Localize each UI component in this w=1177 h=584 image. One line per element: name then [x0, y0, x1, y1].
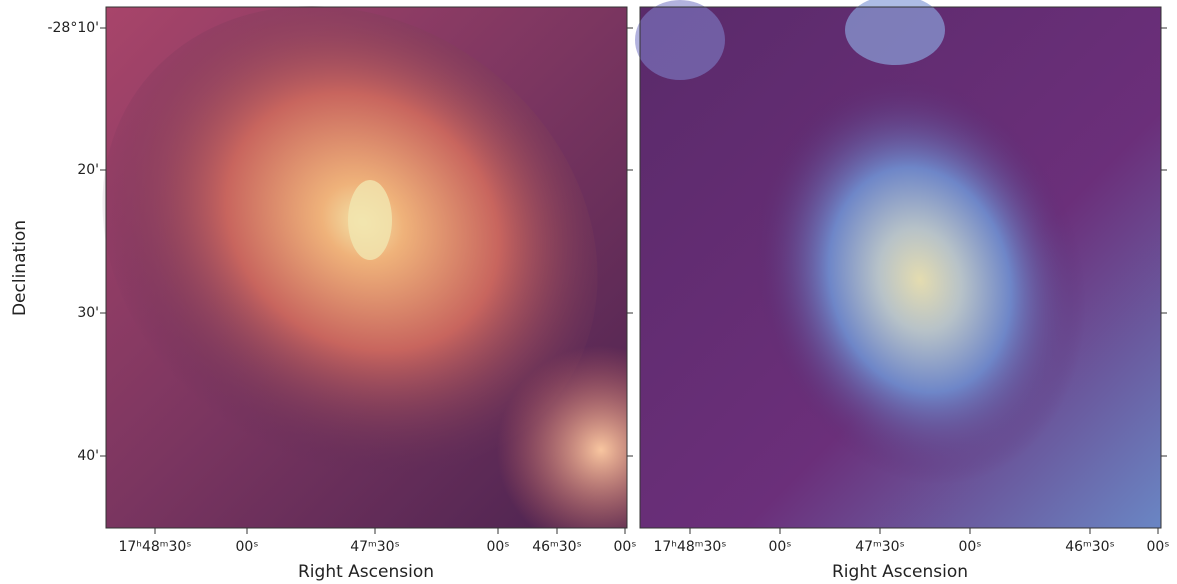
x-tick-label: 00ˢ [958, 539, 981, 555]
x-tick-label: 17ʰ48ᵐ30ˢ [118, 539, 191, 555]
x-tick-label: 00ˢ [768, 539, 791, 555]
figure: Declination -28°10' 20' 30' 40' 17ʰ48ᵐ30ˢ 00ˢ… [0, 0, 1177, 584]
y-tick-label: 40' [77, 448, 99, 464]
x-tick-label: 47ᵐ30ˢ [855, 539, 905, 555]
x-tick-label: 46ᵐ30ˢ [1065, 539, 1115, 555]
panel-right-image [635, 0, 1161, 549]
y-axis-label: Declination [10, 220, 30, 316]
panel-left-image [11, 0, 689, 569]
x-tick-label: 00ˢ [613, 539, 636, 555]
x-tick-label: 00ˢ [235, 539, 258, 555]
x-axis-label: Right Ascension [832, 562, 968, 582]
x-tick-label: 00ˢ [1146, 539, 1169, 555]
x-tick-label: 17ʰ48ᵐ30ˢ [653, 539, 726, 555]
y-tick-label: 30' [77, 305, 99, 321]
x-tick-label: 46ᵐ30ˢ [532, 539, 582, 555]
x-axis-label: Right Ascension [298, 562, 434, 582]
y-tick-label: 20' [77, 162, 99, 178]
x-tick-label: 47ᵐ30ˢ [350, 539, 400, 555]
y-tick-label: -28°10' [47, 20, 99, 36]
x-tick-label: 00ˢ [486, 539, 509, 555]
